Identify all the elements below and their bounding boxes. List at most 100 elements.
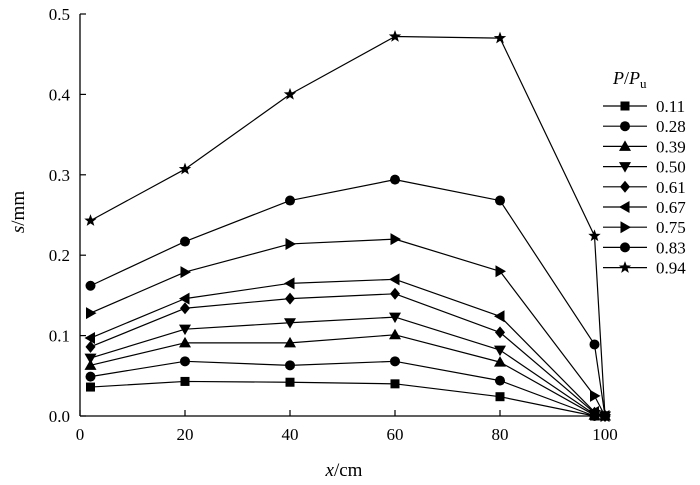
data-point <box>495 375 505 386</box>
data-point <box>85 371 96 382</box>
data-point <box>180 376 190 386</box>
data-point <box>285 292 295 305</box>
data-point <box>590 389 601 402</box>
data-point <box>86 382 95 392</box>
series-0.83 <box>85 174 610 421</box>
x-tick-label: 100 <box>592 425 618 444</box>
legend-label: 0.39 <box>656 137 686 156</box>
legend-item: 0.75 <box>603 218 686 237</box>
data-point <box>284 318 296 329</box>
data-point <box>84 353 97 365</box>
legend-marker <box>620 221 631 234</box>
legend-marker <box>620 242 630 253</box>
series-line <box>90 179 606 417</box>
legend-marker <box>620 101 630 111</box>
legend-marker <box>620 180 630 193</box>
legend-label: 0.61 <box>656 178 686 197</box>
data-point <box>390 174 400 185</box>
data-point <box>390 356 400 367</box>
series-0.28 <box>85 356 610 421</box>
y-axis-title: s/mm <box>8 191 29 233</box>
data-point <box>588 405 599 418</box>
data-point <box>494 310 505 323</box>
legend-marker <box>619 140 631 151</box>
legend-label: 0.94 <box>656 259 686 278</box>
legend-item: 0.39 <box>603 137 686 156</box>
series-0.11 <box>86 376 610 421</box>
data-point <box>598 409 612 422</box>
y-tick-label: 0.1 <box>49 327 70 346</box>
legend-label: 0.67 <box>656 198 686 217</box>
data-point <box>179 336 191 348</box>
legend-item: 0.11 <box>603 97 685 116</box>
data-point <box>180 236 190 247</box>
legend-title: P/Pu <box>612 68 647 91</box>
data-point <box>285 195 295 206</box>
legend: 0.110.280.39 0.500.610.670.750.83 0.94 <box>603 97 686 278</box>
legend-item: 0.28 <box>603 117 686 136</box>
data-point <box>588 229 601 242</box>
legend-label: 0.83 <box>656 238 686 257</box>
data-point <box>390 233 401 246</box>
data-point <box>283 87 297 100</box>
series-0.50 <box>84 312 611 422</box>
legend-marker <box>619 162 631 173</box>
data-point <box>495 392 505 402</box>
data-point <box>493 31 507 44</box>
data-point <box>495 195 505 206</box>
x-tick-label: 40 <box>282 425 299 444</box>
data-point <box>284 336 296 348</box>
data-point <box>494 345 506 357</box>
series-line <box>90 293 606 417</box>
series-0.75 <box>86 233 611 422</box>
data-point <box>180 356 190 367</box>
plot-area: 0 20 40 60 80 100 0.0 0.1 0.2 0.3 0.4 0.5 <box>49 5 618 444</box>
legend-item: 0.83 <box>603 238 686 257</box>
series-line <box>90 316 606 417</box>
data-point <box>389 312 401 324</box>
data-point <box>389 328 401 340</box>
data-point <box>179 324 191 336</box>
data-point <box>495 326 505 339</box>
x-axis-title: x/cm <box>325 460 363 481</box>
data-point <box>86 307 97 320</box>
data-point <box>180 302 190 315</box>
legend-marker <box>618 261 632 273</box>
data-point <box>85 340 96 353</box>
y-tick-label: 0.2 <box>49 246 70 265</box>
series-line <box>90 278 606 417</box>
series-line <box>90 334 606 417</box>
x-tick-label: 20 <box>177 425 194 444</box>
data-point <box>285 360 295 371</box>
data-point <box>178 162 192 175</box>
data-point <box>388 30 402 42</box>
y-tick-label: 0.4 <box>49 85 71 104</box>
legend-item: 0.50 <box>603 158 686 177</box>
legend-label: 0.75 <box>656 218 686 237</box>
legend-marker <box>620 121 630 132</box>
x-tick-label: 0 <box>76 425 85 444</box>
series-0.39 <box>84 328 611 421</box>
data-point <box>84 359 97 370</box>
data-point <box>284 277 295 290</box>
legend-label: 0.50 <box>656 158 686 177</box>
legend-label: 0.28 <box>656 117 686 136</box>
data-point <box>495 265 506 278</box>
data-point <box>180 266 191 279</box>
x-tick-label: 60 <box>387 425 404 444</box>
data-point <box>85 280 96 291</box>
data-point <box>390 379 400 389</box>
data-point <box>390 287 400 300</box>
data-point <box>389 273 400 286</box>
y-tick-label: 0.3 <box>49 166 70 185</box>
legend-item: 0.67 <box>603 198 686 217</box>
legend-marker <box>619 201 630 213</box>
data-point <box>285 377 295 387</box>
y-tick-label: 0.0 <box>49 407 70 426</box>
series-line <box>90 35 606 417</box>
legend-item: 0.94 <box>603 259 686 278</box>
legend-item: 0.61 <box>603 178 686 197</box>
data-point <box>589 339 600 350</box>
legend-label: 0.11 <box>656 97 685 116</box>
